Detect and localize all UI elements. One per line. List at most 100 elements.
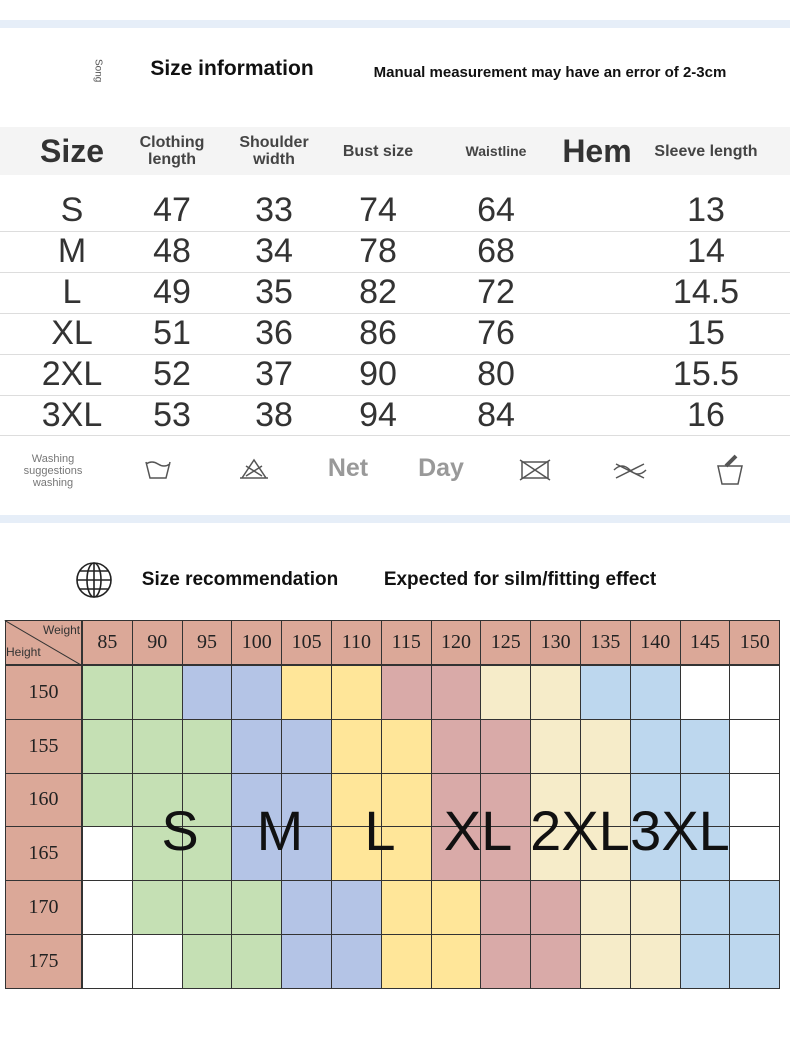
- grid-cell: [679, 880, 731, 935]
- grid-cell: [331, 665, 382, 720]
- grid-cell: [430, 772, 482, 828]
- row-divider: [0, 395, 790, 396]
- row-divider: [0, 231, 790, 232]
- grid-cell: [530, 880, 581, 935]
- dry-icon: [521, 461, 549, 479]
- cell: M: [57, 232, 87, 270]
- wash-icon: [145, 461, 171, 479]
- grid-cell: [281, 718, 332, 774]
- cell: 2XL: [41, 355, 103, 393]
- globe-icon: [76, 562, 112, 598]
- grid-cell: [331, 934, 382, 989]
- grid-cell: [430, 934, 482, 989]
- column-header: Clothing length: [139, 134, 205, 168]
- grid-cell: [231, 934, 283, 989]
- washing-icons: [145, 454, 743, 485]
- weight-header: 135: [580, 620, 631, 665]
- grid-cell: [679, 934, 731, 989]
- cell: 48: [153, 232, 191, 270]
- cell: 33: [255, 191, 293, 229]
- column-header: Size: [39, 132, 105, 169]
- washing-label: Washing suggestions washing: [23, 453, 83, 489]
- size-label: M: [256, 798, 304, 862]
- grid-cell: [231, 718, 283, 774]
- grid-cell: [131, 826, 183, 882]
- grid-cell: [131, 718, 183, 774]
- grid-cell: [380, 665, 432, 720]
- grid-cell: [82, 880, 133, 935]
- cell: 47: [153, 191, 191, 229]
- grid-cell: [82, 934, 133, 989]
- grid-cell: [679, 665, 731, 720]
- section-title: Size information: [150, 57, 314, 80]
- grid-cell: [530, 665, 581, 720]
- cell: 76: [477, 314, 515, 352]
- cell: 14: [687, 232, 725, 270]
- grid-cell: [580, 880, 631, 935]
- cell: 49: [153, 273, 191, 311]
- height-header: 165: [5, 826, 82, 882]
- grid-cell: [679, 718, 731, 774]
- weight-header: 120: [430, 620, 482, 665]
- grid-cell: [181, 934, 233, 989]
- grid-cell: [480, 718, 532, 774]
- cell: 52: [153, 355, 191, 393]
- divider: [0, 515, 790, 523]
- grid-cell: [729, 718, 781, 774]
- corner-weight: Weight: [43, 623, 81, 637]
- grid-cell: [679, 826, 731, 882]
- column-header: Hem: [562, 132, 632, 169]
- column-header: Bust size: [342, 142, 414, 160]
- grid-cell: [580, 718, 631, 774]
- grid-cell: [181, 880, 233, 935]
- grid-cell: [82, 772, 133, 828]
- row-divider: [0, 272, 790, 273]
- cell: 37: [255, 355, 293, 393]
- grid-cell: [629, 665, 681, 720]
- cell: 16: [687, 396, 725, 434]
- cell: 51: [153, 314, 191, 352]
- weight-header: 150: [729, 620, 781, 665]
- cell: 82: [359, 273, 397, 311]
- grid-cell: [530, 772, 581, 828]
- note: Manual measurement may have an error of …: [373, 63, 727, 81]
- cell: S: [60, 191, 84, 229]
- weight-header: 140: [629, 620, 681, 665]
- size-label: 2XL: [530, 798, 630, 862]
- grid-cell: [380, 772, 432, 828]
- washing-word: Day: [418, 453, 464, 482]
- grid-cell: [331, 880, 382, 935]
- grid-cell: [480, 934, 532, 989]
- size-label: S: [161, 798, 199, 862]
- row-divider: [0, 354, 790, 355]
- weight-header: 95: [181, 620, 233, 665]
- grid-cell: [480, 880, 532, 935]
- cell: XL: [51, 314, 93, 352]
- grid-cell: [181, 772, 233, 828]
- bucket-icon: [717, 465, 743, 485]
- row-divider: [0, 435, 790, 436]
- grid-cell: [580, 934, 631, 989]
- bleach-icon: [240, 458, 268, 479]
- header-bg: [0, 127, 790, 175]
- cell: 80: [477, 355, 515, 393]
- weight-header: 130: [530, 620, 581, 665]
- height-header: 170: [5, 880, 82, 935]
- section-title: Size recommendation: [141, 569, 339, 590]
- grid-cell: [580, 826, 631, 882]
- grid-cell: [530, 934, 581, 989]
- grid-cell: [380, 934, 432, 989]
- grid-cell: [281, 665, 332, 720]
- weight-header: 90: [131, 620, 183, 665]
- grid-cell: [530, 718, 581, 774]
- cell: 86: [359, 314, 397, 352]
- height-header: 160: [5, 772, 82, 828]
- cell: 72: [477, 273, 515, 311]
- height-header: 175: [5, 934, 82, 989]
- grid-cell: [181, 665, 233, 720]
- grid-cell: [729, 880, 781, 935]
- grid-cell: [281, 826, 332, 882]
- grid-cell: [380, 718, 432, 774]
- divider: [0, 20, 790, 28]
